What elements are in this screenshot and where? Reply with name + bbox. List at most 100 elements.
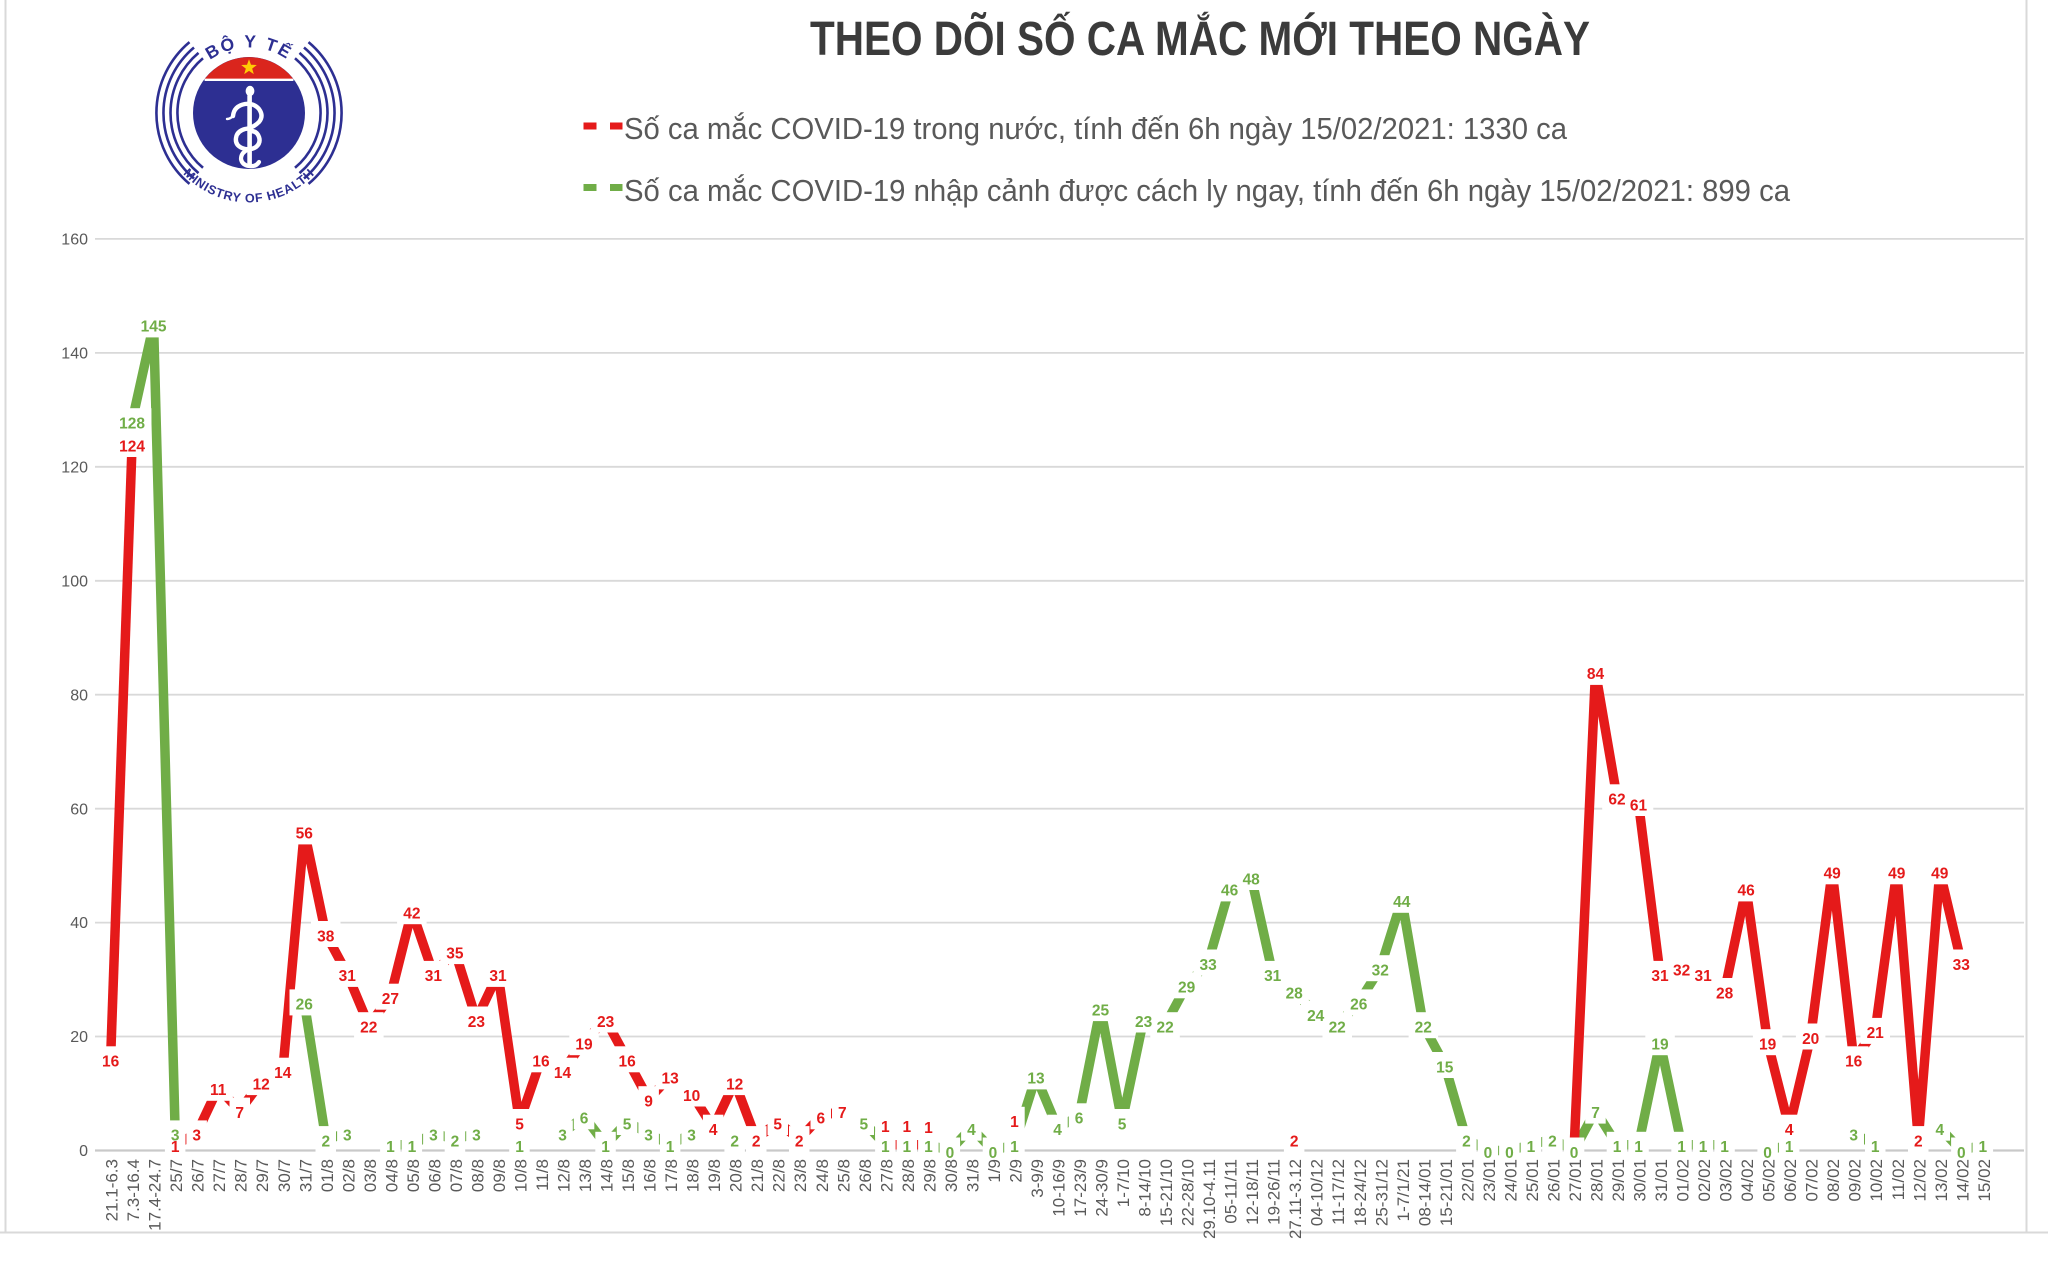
svg-text:02/8: 02/8 — [339, 1159, 358, 1192]
svg-text:28/01: 28/01 — [1588, 1159, 1607, 1202]
svg-text:10/8: 10/8 — [512, 1159, 531, 1192]
svg-text:22: 22 — [1156, 1020, 1173, 1037]
svg-text:12/8: 12/8 — [555, 1159, 574, 1192]
svg-text:2: 2 — [1548, 1133, 1557, 1150]
svg-text:21.1-6.3: 21.1-6.3 — [103, 1159, 122, 1221]
svg-text:31: 31 — [1651, 968, 1669, 985]
svg-text:24: 24 — [1307, 1008, 1325, 1025]
svg-text:13/8: 13/8 — [576, 1159, 595, 1192]
svg-text:140: 140 — [61, 346, 88, 363]
svg-text:1: 1 — [1871, 1139, 1880, 1156]
svg-text:20/8: 20/8 — [727, 1159, 746, 1192]
svg-text:31/01: 31/01 — [1652, 1159, 1671, 1202]
svg-text:5: 5 — [1118, 1116, 1127, 1133]
svg-text:1: 1 — [171, 1139, 180, 1156]
svg-text:08/02: 08/02 — [1824, 1159, 1843, 1202]
svg-text:23: 23 — [597, 1014, 615, 1031]
svg-text:11-17/12: 11-17/12 — [1329, 1159, 1348, 1225]
svg-text:25/7: 25/7 — [167, 1159, 186, 1192]
svg-text:25: 25 — [1092, 1002, 1110, 1019]
svg-text:44: 44 — [1393, 894, 1411, 911]
svg-text:3: 3 — [687, 1128, 696, 1145]
svg-text:128: 128 — [119, 416, 145, 433]
svg-text:2: 2 — [1914, 1133, 1923, 1150]
svg-text:124: 124 — [119, 438, 145, 455]
svg-text:29: 29 — [1178, 980, 1196, 997]
svg-text:46: 46 — [1221, 883, 1239, 900]
svg-text:20: 20 — [1802, 1031, 1819, 1048]
svg-text:22: 22 — [360, 1020, 377, 1037]
svg-text:30/01: 30/01 — [1631, 1159, 1650, 1202]
svg-text:0: 0 — [946, 1145, 955, 1162]
svg-text:24/01: 24/01 — [1501, 1159, 1520, 1202]
svg-text:25-31/12: 25-31/12 — [1372, 1159, 1391, 1226]
svg-text:27/01: 27/01 — [1566, 1159, 1585, 1202]
svg-text:26/01: 26/01 — [1544, 1159, 1563, 1202]
svg-text:17.4-24.7: 17.4-24.7 — [146, 1159, 165, 1231]
svg-text:15/8: 15/8 — [619, 1159, 638, 1192]
svg-text:1: 1 — [881, 1119, 890, 1136]
svg-text:1: 1 — [1677, 1139, 1686, 1156]
svg-text:7: 7 — [235, 1105, 244, 1122]
svg-text:21/8: 21/8 — [748, 1159, 767, 1192]
svg-text:0: 0 — [1505, 1145, 1514, 1162]
svg-text:1: 1 — [1010, 1114, 1019, 1131]
svg-text:08-14/01: 08-14/01 — [1415, 1159, 1434, 1226]
svg-text:16: 16 — [102, 1054, 120, 1071]
svg-text:THEO DÕI SỐ CA MẮC MỚI THEO NG: THEO DÕI SỐ CA MẮC MỚI THEO NGÀY — [810, 11, 1590, 66]
svg-text:2: 2 — [752, 1133, 761, 1150]
svg-text:0: 0 — [1957, 1145, 1966, 1162]
svg-text:11/02: 11/02 — [1889, 1159, 1908, 1200]
svg-text:5: 5 — [773, 1116, 782, 1133]
svg-text:1: 1 — [1720, 1139, 1729, 1156]
svg-text:28: 28 — [1286, 985, 1304, 1002]
svg-text:27: 27 — [382, 991, 399, 1008]
svg-text:4: 4 — [1053, 1122, 1062, 1139]
svg-text:22: 22 — [1329, 1020, 1346, 1037]
svg-text:13/02: 13/02 — [1932, 1159, 1951, 1202]
svg-text:0: 0 — [1570, 1145, 1579, 1162]
svg-text:07/02: 07/02 — [1803, 1159, 1822, 1202]
svg-text:31: 31 — [1264, 968, 1282, 985]
svg-text:29.10-4.11: 29.10-4.11 — [1200, 1159, 1219, 1239]
svg-text:3: 3 — [1849, 1128, 1858, 1145]
svg-text:49: 49 — [1824, 866, 1842, 883]
svg-text:22: 22 — [1415, 1020, 1432, 1037]
svg-text:7.3-16.4: 7.3-16.4 — [124, 1159, 143, 1221]
svg-text:12-18/11: 12-18/11 — [1243, 1159, 1262, 1225]
svg-text:10-16/9: 10-16/9 — [1050, 1159, 1069, 1217]
svg-text:16: 16 — [618, 1054, 636, 1071]
svg-text:3: 3 — [192, 1128, 201, 1145]
svg-text:1: 1 — [1785, 1139, 1794, 1156]
svg-text:80: 80 — [70, 687, 88, 704]
svg-text:11/8: 11/8 — [533, 1159, 552, 1191]
svg-text:3: 3 — [171, 1128, 180, 1145]
svg-text:10: 10 — [683, 1088, 700, 1105]
svg-text:62: 62 — [1608, 792, 1625, 809]
svg-text:1: 1 — [408, 1139, 417, 1156]
svg-text:2: 2 — [451, 1133, 460, 1150]
svg-text:0: 0 — [1484, 1145, 1493, 1162]
svg-text:28: 28 — [1716, 985, 1734, 1002]
svg-text:1: 1 — [902, 1139, 911, 1156]
svg-text:07/8: 07/8 — [447, 1159, 466, 1192]
svg-text:19: 19 — [1759, 1037, 1777, 1054]
svg-text:28/7: 28/7 — [232, 1159, 251, 1192]
svg-text:15: 15 — [1436, 1059, 1454, 1076]
svg-text:18-24/12: 18-24/12 — [1351, 1159, 1370, 1226]
svg-text:24-30/9: 24-30/9 — [1093, 1159, 1112, 1217]
svg-text:14: 14 — [274, 1065, 292, 1082]
svg-text:60: 60 — [70, 801, 88, 818]
svg-text:3: 3 — [644, 1128, 653, 1145]
svg-text:18/8: 18/8 — [684, 1159, 703, 1192]
svg-text:16: 16 — [532, 1054, 550, 1071]
svg-text:27.11-3.12: 27.11-3.12 — [1286, 1159, 1305, 1239]
svg-text:31/8: 31/8 — [963, 1159, 982, 1192]
svg-text:27/8: 27/8 — [877, 1159, 896, 1192]
svg-text:22/01: 22/01 — [1458, 1159, 1477, 1202]
svg-text:12: 12 — [253, 1076, 270, 1093]
svg-text:2/9: 2/9 — [1006, 1159, 1025, 1183]
svg-text:42: 42 — [403, 906, 420, 923]
svg-text:6: 6 — [580, 1111, 589, 1128]
svg-text:1: 1 — [1634, 1139, 1643, 1156]
